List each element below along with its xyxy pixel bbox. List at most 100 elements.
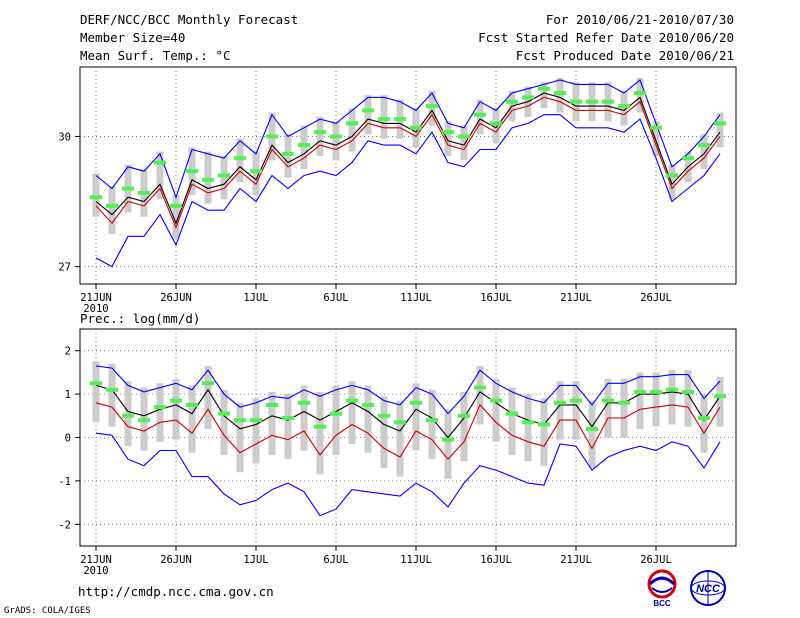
obs-marker xyxy=(170,398,182,403)
x-tick-label: 6JUL xyxy=(323,292,348,304)
y-tick-label: 30 xyxy=(58,131,71,143)
spread-bar xyxy=(348,381,356,445)
obs-marker xyxy=(522,420,534,425)
spread-bar xyxy=(220,389,228,455)
obs-marker xyxy=(170,203,182,208)
obs-marker xyxy=(186,402,198,407)
obs-marker xyxy=(586,426,598,431)
year-label: 2010 xyxy=(83,565,108,577)
spread-bar xyxy=(156,151,164,200)
x-tick-label: 1JUL xyxy=(243,292,268,304)
obs-marker xyxy=(618,400,630,405)
x-tick-label: 26JUL xyxy=(640,554,672,566)
spread-bar xyxy=(476,365,484,425)
ncc-logo-text: NCC xyxy=(696,583,721,595)
obs-marker xyxy=(426,104,438,109)
spread-bar xyxy=(332,121,340,161)
x-tick-label: 16JUL xyxy=(480,554,512,566)
obs-marker xyxy=(522,95,534,100)
spread-bar xyxy=(620,90,628,126)
x-tick-label: 21JUN xyxy=(80,554,112,566)
spread-bar xyxy=(252,398,260,464)
max-line xyxy=(95,365,721,415)
spread-bar xyxy=(316,391,324,475)
obs-marker xyxy=(586,99,598,104)
spread-bar xyxy=(508,387,516,455)
spread-bar xyxy=(444,121,452,156)
spread-bar xyxy=(716,112,724,148)
spread-bar xyxy=(364,95,372,135)
obs-marker xyxy=(202,381,214,386)
x-tick-label: 11JUL xyxy=(400,292,432,304)
obs-marker xyxy=(442,130,454,135)
y-tick-label: -2 xyxy=(58,519,71,531)
obs-marker xyxy=(666,387,678,392)
obs-marker xyxy=(346,398,358,403)
spread-bar xyxy=(92,361,100,423)
obs-marker xyxy=(90,381,102,386)
obs-marker xyxy=(250,418,262,423)
panel-frame xyxy=(79,66,737,285)
obs-marker xyxy=(234,156,246,161)
forecast-period: For 2010/06/21-2010/07/30 xyxy=(545,12,734,27)
obs-marker xyxy=(650,125,662,130)
spread-bar xyxy=(108,363,116,427)
spread-bar xyxy=(332,385,340,455)
source-url[interactable]: http://cmdp.ncc.cma.gov.cn xyxy=(78,584,274,599)
obs-marker xyxy=(266,402,278,407)
spread-bar xyxy=(316,116,324,156)
obs-marker xyxy=(122,186,134,191)
year-label: 2010 xyxy=(83,303,108,315)
spread-bar xyxy=(444,409,452,479)
bcc-logo-text: BCC xyxy=(653,599,671,608)
grads-credit: GrADS: COLA/IGES xyxy=(4,606,91,616)
obs-marker xyxy=(282,415,294,420)
spread-bar xyxy=(700,134,708,169)
obs-marker xyxy=(506,411,518,416)
spread-bar xyxy=(364,385,372,453)
obs-marker xyxy=(442,437,454,442)
spread-bar xyxy=(284,134,292,178)
spread-bar xyxy=(204,151,212,204)
obs-marker xyxy=(298,400,310,405)
x-tick-label: 1JUL xyxy=(243,554,268,566)
spread-bar xyxy=(700,394,708,453)
obs-marker xyxy=(698,143,710,148)
spread-bar xyxy=(172,195,180,239)
spread-bar xyxy=(556,381,564,440)
x-tick-label: 21JUL xyxy=(560,292,592,304)
spread-bar xyxy=(188,385,196,453)
x-tick-label: 11JUL xyxy=(400,554,432,566)
obs-marker xyxy=(426,418,438,423)
obs-marker xyxy=(490,398,502,403)
obs-marker xyxy=(714,394,726,399)
obs-marker xyxy=(362,402,374,407)
spread-bar xyxy=(268,391,276,455)
obs-marker xyxy=(570,398,582,403)
spread-bar xyxy=(252,151,260,196)
spread-bar xyxy=(540,398,548,466)
obs-marker xyxy=(538,422,550,427)
bcc-logo-icon: BCC xyxy=(647,569,677,608)
obs-marker xyxy=(218,411,230,416)
obs-marker xyxy=(362,108,374,113)
x-tick-label: 26JUL xyxy=(640,292,672,304)
obs-marker xyxy=(682,156,694,161)
obs-marker xyxy=(186,169,198,174)
spread-bar xyxy=(172,378,180,440)
obs-marker xyxy=(394,420,406,425)
lower-line xyxy=(95,432,721,517)
obs-marker xyxy=(538,86,550,91)
obs-marker xyxy=(282,151,294,156)
spread-bar xyxy=(652,121,660,156)
spread-bar xyxy=(716,376,724,427)
spread-bar xyxy=(492,378,500,442)
spread-bar xyxy=(492,108,500,143)
spread-bar xyxy=(300,125,308,169)
y-tick-label: 1 xyxy=(65,389,71,401)
x-tick-label: 6JUL xyxy=(323,554,348,566)
spread-bar xyxy=(476,99,484,135)
mean-line xyxy=(95,92,721,225)
obs-marker xyxy=(122,413,134,418)
obs-marker xyxy=(714,121,726,126)
